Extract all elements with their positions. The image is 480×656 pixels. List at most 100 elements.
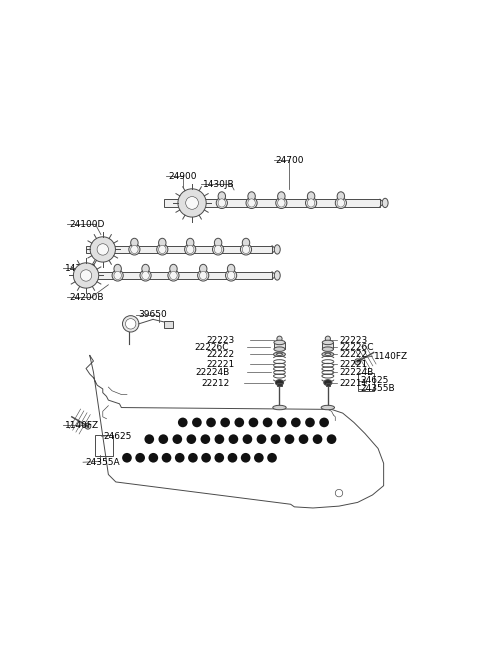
Ellipse shape (228, 272, 235, 279)
Circle shape (277, 336, 282, 341)
Ellipse shape (242, 238, 250, 247)
Circle shape (234, 418, 244, 427)
Ellipse shape (218, 199, 226, 207)
Ellipse shape (325, 353, 331, 356)
Ellipse shape (335, 197, 347, 209)
Circle shape (201, 434, 210, 444)
Text: 1140FZ: 1140FZ (65, 420, 99, 430)
Circle shape (228, 453, 237, 462)
Circle shape (312, 434, 323, 444)
Circle shape (305, 418, 315, 427)
Ellipse shape (274, 347, 285, 352)
Bar (322, 342, 334, 349)
Circle shape (277, 418, 287, 427)
Bar (86, 272, 272, 279)
Text: 22226C: 22226C (195, 343, 229, 352)
Ellipse shape (277, 192, 285, 201)
Ellipse shape (382, 198, 388, 207)
Ellipse shape (322, 340, 334, 344)
Ellipse shape (248, 199, 255, 207)
Circle shape (263, 418, 273, 427)
Circle shape (291, 418, 300, 427)
Ellipse shape (322, 347, 334, 352)
Text: 24200B: 24200B (69, 293, 104, 302)
Ellipse shape (307, 199, 315, 207)
Ellipse shape (276, 353, 282, 356)
Ellipse shape (156, 244, 168, 255)
Circle shape (148, 453, 158, 462)
Circle shape (257, 434, 266, 444)
Circle shape (178, 189, 206, 217)
Text: 24625: 24625 (360, 377, 389, 385)
Bar (277, 382, 282, 386)
Ellipse shape (131, 245, 138, 253)
Text: 22226C: 22226C (339, 343, 373, 352)
Circle shape (73, 263, 99, 288)
Bar (164, 199, 380, 207)
Circle shape (90, 237, 115, 262)
Ellipse shape (114, 272, 121, 279)
Text: 1430JB: 1430JB (203, 180, 234, 189)
Circle shape (241, 453, 251, 462)
Ellipse shape (186, 238, 194, 247)
Ellipse shape (142, 264, 149, 274)
Circle shape (327, 434, 336, 444)
Ellipse shape (277, 199, 285, 207)
Circle shape (271, 434, 280, 444)
Circle shape (175, 453, 184, 462)
Ellipse shape (114, 264, 121, 274)
Ellipse shape (248, 192, 255, 201)
Circle shape (188, 453, 198, 462)
Ellipse shape (273, 405, 286, 410)
Ellipse shape (168, 270, 179, 281)
Circle shape (158, 434, 168, 444)
Bar (325, 382, 330, 386)
Circle shape (162, 453, 171, 462)
Text: 24355B: 24355B (360, 384, 395, 394)
Circle shape (97, 244, 108, 255)
Ellipse shape (322, 352, 334, 357)
Text: 24900: 24900 (168, 172, 196, 180)
Ellipse shape (274, 352, 286, 357)
Text: 22212: 22212 (201, 379, 229, 388)
Ellipse shape (200, 272, 207, 279)
Ellipse shape (185, 244, 196, 255)
Circle shape (187, 434, 196, 444)
Bar (164, 321, 173, 327)
Circle shape (122, 316, 139, 332)
Circle shape (254, 453, 264, 462)
Text: 22221: 22221 (206, 359, 235, 369)
Ellipse shape (228, 264, 235, 274)
Circle shape (319, 418, 329, 427)
Text: 22222: 22222 (207, 350, 235, 359)
Circle shape (215, 453, 224, 462)
Circle shape (249, 418, 258, 427)
Ellipse shape (131, 238, 138, 247)
Text: 22221: 22221 (339, 359, 367, 369)
Ellipse shape (140, 270, 151, 281)
Text: 22211: 22211 (339, 379, 367, 388)
Circle shape (335, 489, 343, 497)
Ellipse shape (198, 270, 209, 281)
Circle shape (201, 453, 211, 462)
Text: 22222: 22222 (339, 350, 367, 359)
Text: 1140FZ: 1140FZ (374, 352, 408, 361)
Circle shape (85, 423, 91, 429)
Text: 22223: 22223 (206, 336, 235, 344)
Circle shape (355, 359, 360, 365)
Circle shape (144, 434, 154, 444)
Text: 24700: 24700 (276, 155, 304, 165)
Text: 1430JB: 1430JB (65, 264, 96, 272)
Ellipse shape (218, 192, 226, 201)
Ellipse shape (129, 244, 140, 255)
Text: 24625: 24625 (104, 432, 132, 441)
Ellipse shape (274, 245, 280, 254)
Text: 24355A: 24355A (85, 458, 120, 466)
Circle shape (242, 434, 252, 444)
Bar (96, 436, 113, 456)
Circle shape (228, 434, 238, 444)
Ellipse shape (142, 272, 149, 279)
Circle shape (206, 418, 216, 427)
Text: 39650: 39650 (138, 310, 167, 319)
Circle shape (125, 319, 136, 329)
